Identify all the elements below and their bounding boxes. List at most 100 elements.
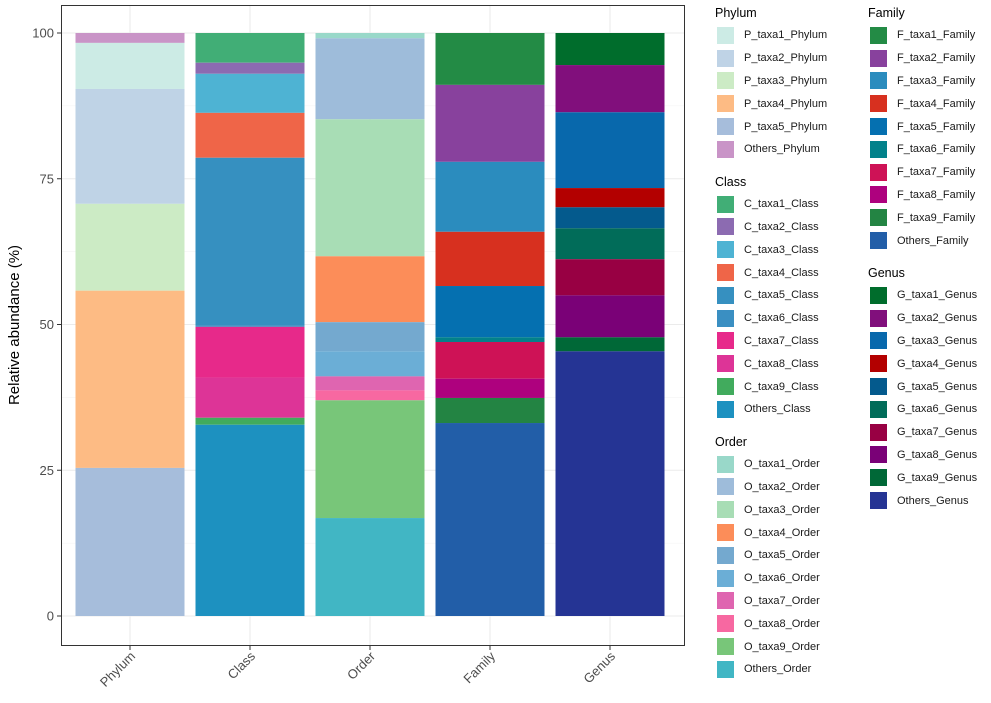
- legend-key: [717, 501, 734, 519]
- bar-family: [435, 33, 545, 616]
- bar-segment-C_taxa8_Class: [195, 377, 305, 418]
- legend-item: G_taxa6_Genus: [868, 398, 977, 421]
- bar-segment-F_taxa9_Family: [435, 397, 545, 424]
- legend-key: [870, 492, 887, 510]
- legend-label: O_taxa7_Order: [744, 594, 820, 607]
- legend-key: [870, 163, 887, 181]
- legend-key: [870, 309, 887, 327]
- legend-item: C_taxa5_Class: [715, 284, 827, 307]
- legend-title: Genus: [868, 265, 905, 280]
- legend-key: [717, 72, 734, 90]
- legend-item: G_taxa4_Genus: [868, 352, 977, 375]
- legend-label: Others_Genus: [897, 494, 969, 507]
- legend-item: F_taxa4_Family: [868, 92, 977, 115]
- legend-item: P_taxa4_Phylum: [715, 92, 827, 115]
- legend-label: Others_Order: [744, 663, 812, 676]
- y-axis: 0 25 50 75 100: [32, 26, 61, 624]
- legend-label: C_taxa3_Class: [744, 243, 819, 256]
- bar-segment-G_taxa6_Genus: [555, 228, 665, 260]
- legend-item: P_taxa2_Phylum: [715, 47, 827, 70]
- bar-segment-F_taxa5_Family: [435, 286, 545, 338]
- bar-segment-O_taxa7_Order: [315, 376, 425, 391]
- legend-key: [870, 118, 887, 136]
- legend-item: F_taxa8_Family: [868, 184, 977, 207]
- bar-genus: [555, 33, 665, 616]
- bar-segment-G_taxa4_Genus: [555, 188, 665, 208]
- legend-label: O_taxa9_Order: [744, 640, 820, 653]
- legend-key: [870, 209, 887, 227]
- legend-item: P_taxa3_Phylum: [715, 70, 827, 93]
- legend-label: P_taxa2_Phylum: [744, 52, 828, 65]
- legend-label: O_taxa8_Order: [744, 617, 820, 630]
- legend-item: F_taxa3_Family: [868, 70, 977, 93]
- legend-label: C_taxa2_Class: [744, 220, 819, 233]
- legend-key: [870, 355, 887, 373]
- legend-item: C_taxa1_Class: [715, 193, 827, 216]
- legend-item: C_taxa8_Class: [715, 352, 827, 375]
- legend-key: [717, 615, 734, 633]
- legend-key: [870, 332, 887, 350]
- legend-label: F_taxa2_Family: [897, 52, 976, 65]
- bar-segment-G_taxa3_Genus: [555, 112, 665, 189]
- legend-key: [717, 49, 734, 67]
- legend-key: [717, 592, 734, 610]
- bar-segment-Others_Family: [435, 423, 545, 616]
- legend-key: [717, 241, 734, 259]
- bar-segment-Others_Class: [195, 424, 305, 616]
- legend-label: C_taxa5_Class: [744, 289, 819, 302]
- bar-segment-Others_Order: [315, 518, 425, 616]
- bar-segment-G_taxa9_Genus: [555, 337, 665, 352]
- bar-order: [315, 33, 425, 616]
- legend-item: F_taxa1_Family: [868, 24, 977, 47]
- bar-segment-F_taxa7_Family: [435, 341, 545, 379]
- legend-label: C_taxa9_Class: [744, 380, 819, 393]
- legend-item: C_taxa2_Class: [715, 216, 827, 239]
- legend-item: C_taxa3_Class: [715, 238, 827, 261]
- x-tick-label-family: Family: [460, 648, 498, 686]
- legend-label: F_taxa4_Family: [897, 97, 976, 110]
- legend-item: C_taxa7_Class: [715, 330, 827, 353]
- bar-segment-C_taxa1_Class: [195, 33, 305, 63]
- legend-label: F_taxa5_Family: [897, 120, 976, 133]
- legend-label: P_taxa5_Phylum: [744, 120, 828, 133]
- legend-key: [717, 569, 734, 587]
- panel-border: [61, 5, 685, 646]
- legend-phylum: Phylum P_taxa1_Phylum P_taxa2_Phylum P_taxa…: [715, 6, 827, 161]
- legend-class: Class C_taxa1_Class C_taxa2_Class C_taxa3_C…: [715, 175, 827, 421]
- legend-label: C_taxa1_Class: [744, 198, 819, 211]
- bar-segment-O_taxa4_Order: [315, 256, 425, 323]
- legend-key: [717, 546, 734, 564]
- legend-label: C_taxa6_Class: [744, 312, 819, 325]
- legend-key: [717, 195, 734, 213]
- bar-segment-O_taxa5_Order: [315, 322, 425, 352]
- y-tick-label: 50: [40, 317, 54, 332]
- legend-key: [870, 400, 887, 418]
- bar-segment-F_taxa3_Family: [435, 161, 545, 232]
- legend-column-2: Family F_taxa1_Family F_taxa2_Family F_taxa…: [868, 6, 977, 512]
- bar-segment-F_taxa8_Family: [435, 378, 545, 398]
- legend-label: G_taxa7_Genus: [897, 426, 978, 439]
- legend-label: F_taxa8_Family: [897, 188, 976, 201]
- bar-segment-C_taxa6_Class: [195, 325, 305, 327]
- bar-segment-O_taxa6_Order: [315, 351, 425, 377]
- bar-segment-P_taxa3_Phylum: [75, 203, 185, 291]
- legend-label: Others_Class: [744, 403, 811, 416]
- legend-item: O_taxa8_Order: [715, 612, 827, 635]
- legend-key: [717, 118, 734, 136]
- legend-item: O_taxa7_Order: [715, 590, 827, 613]
- bar-segment-O_taxa2_Order: [315, 38, 425, 120]
- bar-segment-O_taxa1_Order: [315, 33, 425, 39]
- bar-class: [195, 33, 305, 616]
- legend-item: C_taxa4_Class: [715, 261, 827, 284]
- legend-item: Others_Family: [868, 229, 977, 252]
- bar-segment-F_taxa6_Family: [435, 337, 545, 342]
- legend-label: Others_Family: [897, 234, 969, 247]
- legend-label: F_taxa3_Family: [897, 74, 976, 87]
- legend-title: Family: [868, 6, 905, 20]
- bar-phylum: [75, 33, 185, 616]
- legend-key: [870, 232, 887, 250]
- legend-item: Others_Genus: [868, 489, 977, 512]
- legend-label: C_taxa4_Class: [744, 266, 819, 279]
- legend-item: Others_Phylum: [715, 138, 827, 161]
